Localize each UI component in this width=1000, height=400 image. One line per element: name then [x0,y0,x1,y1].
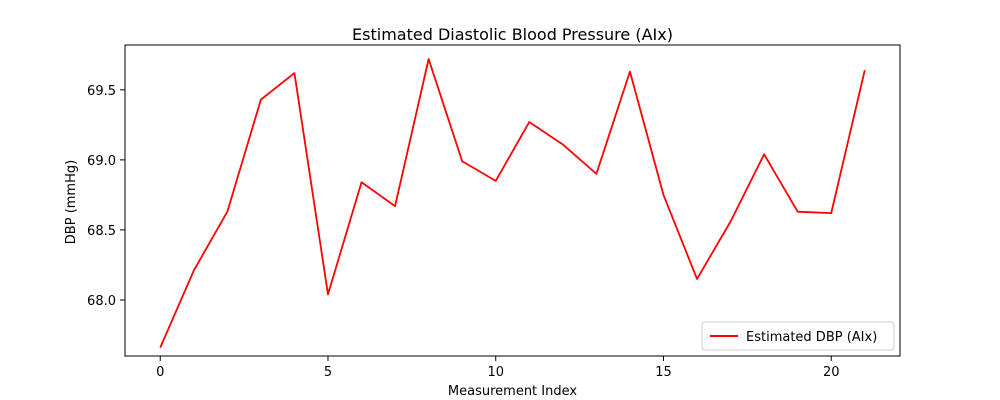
plot-area [124,44,901,357]
x-tick-label: 10 [487,365,504,380]
y-axis-label: DBP (mmHg) [64,160,79,244]
y-tick-label: 69.5 [87,84,116,99]
y-tick-label: 68.0 [87,294,116,309]
y-axis: 68.0 68.5 69.0 69.5 [87,84,125,309]
y-tick-label: 69.0 [87,154,116,169]
x-tick-label: 5 [324,365,332,380]
x-axis: 0 5 10 15 20 [156,356,839,380]
legend: Estimated DBP (AIx) [701,321,895,351]
x-tick-label: 20 [823,365,840,380]
plot-frame [124,44,901,357]
chart-title: Estimated Diastolic Blood Pressure (AIx) [352,25,673,44]
legend-label: Estimated DBP (AIx) [746,330,877,345]
x-tick-label: 0 [156,365,164,380]
y-tick-label: 68.5 [87,224,116,239]
x-tick-label: 15 [655,365,672,380]
legend-box [701,321,895,351]
series-line [159,58,866,348]
x-axis-label: Measurement Index [448,384,577,399]
